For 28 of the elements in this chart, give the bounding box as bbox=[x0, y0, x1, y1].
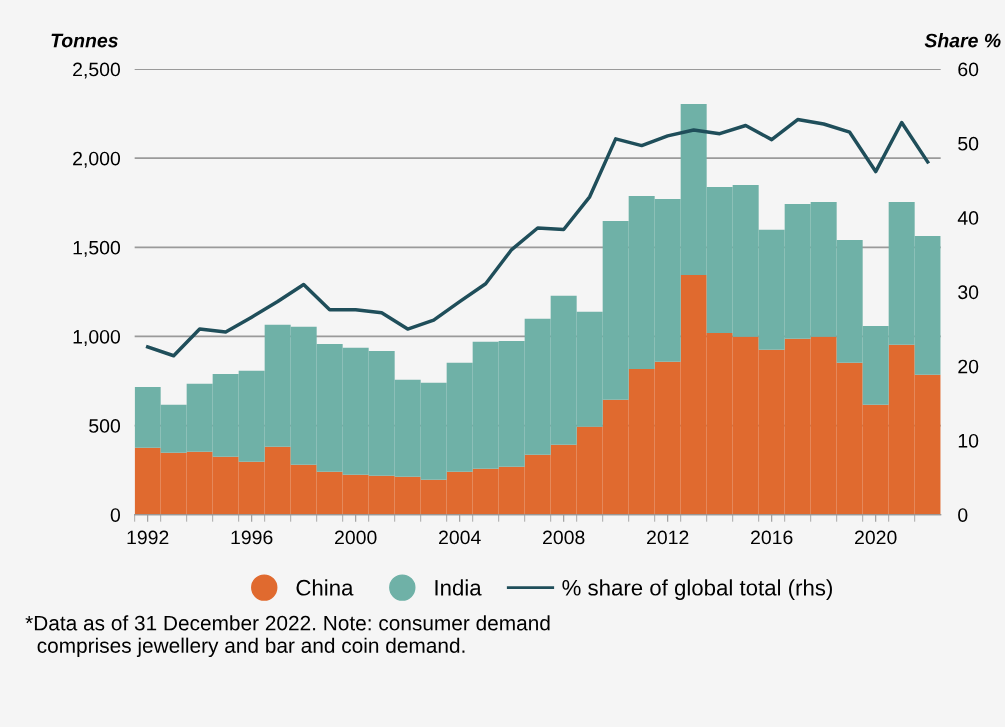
y2-tick-label: 60 bbox=[958, 62, 979, 77]
x-tick-label: 1996 bbox=[231, 530, 273, 545]
x-tick-label: 2012 bbox=[647, 530, 689, 545]
x-tick-label: 2000 bbox=[335, 530, 377, 545]
y2-tick-label: 20 bbox=[958, 359, 979, 374]
y-tick-label: 0 bbox=[110, 508, 121, 522]
legend-label: % share of global total (rhs) bbox=[562, 579, 832, 600]
y2-tick-label: 40 bbox=[957, 211, 979, 225]
x-tick-label: 1992 bbox=[127, 530, 169, 545]
y2-tick-label: 50 bbox=[958, 136, 979, 151]
y-tick-label: 1,000 bbox=[73, 329, 121, 346]
line-series bbox=[145, 117, 930, 358]
x-tick-label: 2020 bbox=[855, 530, 897, 545]
y-tick-label: 500 bbox=[89, 419, 121, 433]
x-tick-label: 2016 bbox=[751, 530, 793, 545]
legend-label: China bbox=[296, 579, 354, 596]
y-tick-label: 2,000 bbox=[73, 151, 121, 168]
y2-axis-title: Share % bbox=[924, 33, 1001, 48]
text: *Data as of 31 December 2022. Note: consumer demand comprises jewellery and bar and coin demand. bbox=[25, 615, 550, 658]
x-tick-label: 2008 bbox=[543, 530, 585, 545]
legend-label: India bbox=[435, 579, 482, 596]
y2-tick-label: 10 bbox=[958, 433, 979, 448]
y-tick-label: 2,500 bbox=[73, 62, 121, 79]
x-tick-label: 2004 bbox=[439, 530, 481, 545]
y2-tick-label: 30 bbox=[958, 285, 979, 300]
y-tick-label: 1,500 bbox=[73, 240, 121, 257]
y2-tick-label: 0 bbox=[958, 508, 968, 522]
y-axis-title: Tonnes bbox=[51, 33, 118, 48]
